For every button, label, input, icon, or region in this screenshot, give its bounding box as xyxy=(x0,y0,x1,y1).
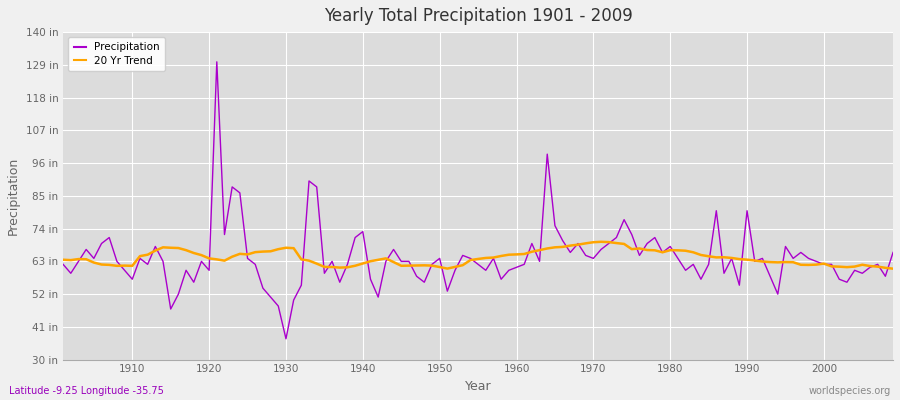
Legend: Precipitation, 20 Yr Trend: Precipitation, 20 Yr Trend xyxy=(68,37,166,71)
X-axis label: Year: Year xyxy=(464,380,491,393)
Text: Latitude -9.25 Longitude -35.75: Latitude -9.25 Longitude -35.75 xyxy=(9,386,164,396)
Title: Yearly Total Precipitation 1901 - 2009: Yearly Total Precipitation 1901 - 2009 xyxy=(324,7,633,25)
Text: worldspecies.org: worldspecies.org xyxy=(809,386,891,396)
Y-axis label: Precipitation: Precipitation xyxy=(7,157,20,235)
